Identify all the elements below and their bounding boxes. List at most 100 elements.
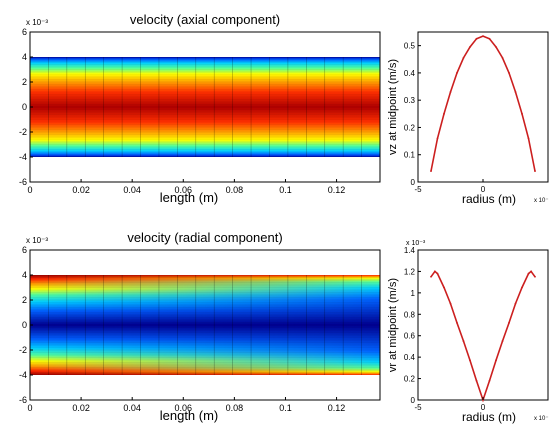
x-tick-label: 0.06 xyxy=(175,185,193,195)
x-tick-label: -5 xyxy=(414,185,422,194)
heatmap-panel-2: 0 0.02 0.04 0.06 0.08 0.1 0.12 6 4 2 0 -2 -4 -6 x 10⁻³… xyxy=(19,230,381,423)
y-tick-label: 6 xyxy=(22,245,27,255)
x-tick-label: 0 xyxy=(481,403,486,412)
data-point xyxy=(534,275,536,278)
field-band-left xyxy=(30,275,380,375)
data-point xyxy=(534,170,536,172)
x-tick-label: -5 xyxy=(414,403,422,412)
x-tick-label: 0.02 xyxy=(72,185,90,195)
y-tick-label: 0.2 xyxy=(404,375,416,384)
data-point xyxy=(430,275,432,278)
data-point xyxy=(434,270,436,273)
data-point xyxy=(456,321,458,324)
y-tick-label: 2 xyxy=(22,295,27,305)
data-point xyxy=(462,57,465,59)
data-point xyxy=(488,379,491,382)
data-point xyxy=(501,57,504,59)
x-tick-label: 0 xyxy=(27,403,32,413)
y-tick-label: 0.4 xyxy=(404,353,416,362)
y-tick-label: 0.8 xyxy=(404,310,416,319)
y-tick-label: 0 xyxy=(411,178,416,187)
x-multiplier: x 10⁻ xyxy=(534,416,549,422)
y-tick-label: -2 xyxy=(19,345,27,355)
x-tick-label: 0.12 xyxy=(328,185,346,195)
data-point xyxy=(436,137,439,140)
x-tick-label: 0.08 xyxy=(226,403,244,413)
data-point xyxy=(443,112,445,115)
y-tick-label: 0.4 xyxy=(404,69,416,78)
x-multiplier: x 10⁻ xyxy=(534,198,549,204)
y-tick-label: -4 xyxy=(19,370,27,380)
data-point xyxy=(462,340,465,342)
data-point xyxy=(469,46,471,48)
line-panel-3: 00.20.40.60.811.21.4x 10⁻³-5 0x 10⁻radius… xyxy=(387,240,549,424)
y-multiplier: x 10⁻³ xyxy=(26,18,48,27)
data-point xyxy=(469,359,471,362)
chart-title: velocity (radial component) xyxy=(127,230,282,245)
data-point xyxy=(508,321,510,324)
y-tick-label: 1.4 xyxy=(404,246,416,255)
data-point xyxy=(521,112,523,115)
chart-title: velocity (axial component) xyxy=(130,12,280,27)
data-point xyxy=(443,286,445,289)
x-tick-label: 0.04 xyxy=(123,403,141,413)
data-point xyxy=(482,35,484,37)
x-tick-label: 0.04 xyxy=(123,185,141,195)
data-point xyxy=(456,72,458,74)
axes-frame xyxy=(417,31,549,183)
data-point xyxy=(488,37,491,40)
x-tick-label: 0 xyxy=(27,185,32,195)
y-tick-label: 4 xyxy=(22,52,27,62)
x-tick-label: 0.08 xyxy=(226,185,244,195)
x-axis-label: radius (m) xyxy=(462,192,516,206)
data-point xyxy=(475,37,478,40)
y-tick-label: 6 xyxy=(22,27,27,37)
y-tick-label: 1.2 xyxy=(404,267,416,276)
data-point xyxy=(508,72,510,74)
y-axis-label: vr at midpoint (m/s) xyxy=(387,278,399,372)
y-tick-label: 0.5 xyxy=(404,42,416,51)
y-tick-label: -6 xyxy=(19,177,27,187)
x-tick-label: 0.06 xyxy=(175,403,193,413)
data-point xyxy=(514,91,517,93)
y-tick-label: 0.1 xyxy=(404,151,416,160)
data-point xyxy=(514,302,517,305)
data-point xyxy=(449,302,452,305)
y-tick-label: 2 xyxy=(22,77,27,87)
x-tick-label: 0.1 xyxy=(279,403,292,413)
field-fade-group xyxy=(30,275,380,375)
heatmap-panel-0: 0 0.02 0.04 0.06 0.08 0.1 0.12 6 4 2 0 -2 -4 -6 x 10⁻³… xyxy=(19,12,381,205)
data-point xyxy=(436,272,439,275)
y-tick-label: 0 xyxy=(22,320,27,330)
y-tick-label: 0.2 xyxy=(404,123,416,132)
data-point xyxy=(449,91,452,93)
data-point xyxy=(527,272,530,275)
x-tick-label: 0.1 xyxy=(279,185,292,195)
y-tick-label: 4 xyxy=(22,270,27,280)
y-multiplier: x 10⁻³ xyxy=(26,236,48,245)
x-tick-label: 0 xyxy=(481,185,486,194)
data-point xyxy=(475,379,478,382)
y-multiplier: x 10⁻³ xyxy=(406,240,426,247)
y-tick-label: 1 xyxy=(411,289,416,298)
data-point xyxy=(501,340,504,342)
x-axis-label: length (m) xyxy=(160,190,219,205)
x-tick-label: 0.12 xyxy=(328,403,346,413)
data-point xyxy=(527,137,530,140)
y-axis-label: vz at midpoint (m/s) xyxy=(387,59,399,155)
data-point xyxy=(521,286,523,289)
data-point xyxy=(530,270,532,273)
data-point xyxy=(495,359,497,362)
y-tick-label: 0.3 xyxy=(404,96,416,105)
data-point xyxy=(430,170,432,172)
x-tick-label: 0.02 xyxy=(72,403,90,413)
x-axis-label: radius (m) xyxy=(462,410,516,424)
y-tick-label: -6 xyxy=(19,395,27,405)
y-tick-label: -2 xyxy=(19,127,27,137)
y-tick-label: 0 xyxy=(411,396,416,405)
y-tick-label: 0.6 xyxy=(404,332,416,341)
axes-frame xyxy=(417,249,549,401)
line-panel-1: 00.10.20.30.40.5-5 0x 10⁻radius (m)vz at … xyxy=(387,31,549,206)
data-point xyxy=(495,46,497,48)
